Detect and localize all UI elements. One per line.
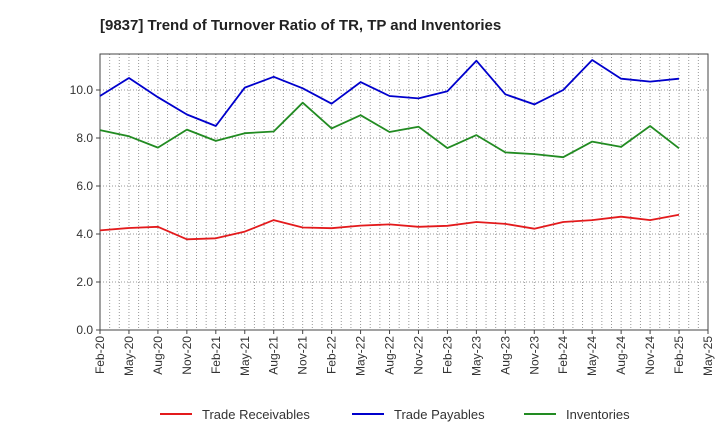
series-line-trade-payables [99,59,680,127]
y-tick-label: 0.0 [76,323,93,337]
x-tick-label: Feb-21 [209,336,223,374]
x-tick-label: Aug-21 [267,336,281,375]
y-tick-label: 8.0 [76,131,93,145]
x-tick-label: Feb-24 [556,336,570,374]
x-tick-label: Nov-22 [411,336,425,375]
series-line-inventories [99,101,680,159]
y-tick-label: 10.0 [70,83,94,97]
x-tick-label: May-23 [469,336,483,376]
grid-layer [100,54,708,330]
plot-frame [99,53,709,331]
x-tick-label: May-25 [701,336,715,376]
axis-layer: 0.0 2.0 4.0 6.0 8.0 10.0 Feb-20 May-20 Aug-20 Nov… [70,53,715,376]
x-tick-label: Nov-23 [527,336,541,375]
x-tick-label: May-21 [238,336,252,376]
x-tick-label: Nov-20 [180,336,194,375]
x-tick-label: Aug-24 [614,336,628,375]
legend-label-trade-payables: Trade Payables [394,407,485,422]
series-layer [99,59,680,241]
x-tick-label: Aug-23 [498,336,512,375]
legend-label-trade-receivables: Trade Receivables [202,407,310,422]
x-tick-label: Aug-20 [151,336,165,375]
x-tick-label: Nov-24 [643,336,657,375]
legend: Trade Receivables Trade Payables Inventori… [160,407,630,422]
x-tick-label: Nov-21 [296,336,310,375]
series-line-trade-receivables [99,213,680,241]
legend-label-inventories: Inventories [566,407,630,422]
y-tick-label: 6.0 [76,179,93,193]
x-tick-label: Feb-25 [672,336,686,374]
x-tick-label: Feb-23 [440,336,454,374]
x-tick-label: May-22 [354,336,368,376]
y-tick-label: 2.0 [76,275,93,289]
y-tick-label: 4.0 [76,227,93,241]
x-tick-label: Feb-20 [93,336,107,374]
x-tick-label: May-24 [585,336,599,376]
x-tick-label: May-20 [122,336,136,376]
chart-title: [9837] Trend of Turnover Ratio of TR, TP… [100,17,501,34]
x-tick-label: Feb-22 [325,336,339,374]
x-tick-label: Aug-22 [383,336,397,375]
